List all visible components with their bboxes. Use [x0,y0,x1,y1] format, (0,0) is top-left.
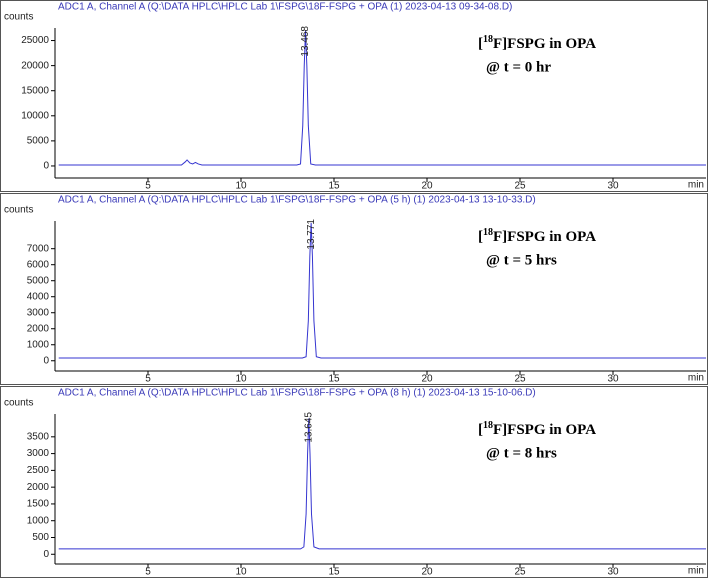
y-tick-label: 2000 [27,482,50,493]
note-main: F]FSPG in OPA [493,229,596,245]
x-tick-label: 20 [421,181,433,192]
x-axis-label: min [688,180,704,191]
y-axis-label: counts [4,12,33,23]
panel-title: ADC1 A, Channel A (Q:\DATA HPLC\HPLC Lab… [58,2,512,13]
y-tick-label: 0 [43,355,49,366]
y-axis-label: counts [4,398,33,409]
panel-frame [0,193,708,385]
x-tick-label: 15 [328,567,340,578]
y-tick-label: 25000 [21,35,49,46]
note-line: [18F]FSPG in OPA [478,420,596,438]
y-tick-label: 3500 [27,431,50,442]
x-tick-label: 15 [328,374,340,385]
y-tick-label: 500 [32,532,49,543]
y-tick-label: 3000 [27,307,50,318]
trace [58,30,706,166]
trace [58,223,706,359]
y-tick-label: 15000 [21,85,49,96]
note-sup: 18 [483,227,493,238]
y-tick-label: 6000 [27,259,50,270]
note-prefix: [ [478,36,483,52]
peak-label: 13.645 [303,412,314,443]
y-tick-label: 2500 [27,465,50,476]
note-prefix: [ [478,229,483,245]
x-tick-label: 20 [421,374,433,385]
x-tick-label: 30 [607,567,619,578]
y-tick-label: 3000 [27,448,50,459]
trace [58,418,706,550]
note-line: [18F]FSPG in OPA [478,227,596,245]
y-tick-label: 4000 [27,291,50,302]
x-axis-label: min [688,373,704,384]
x-tick-label: 20 [421,567,433,578]
y-tick-label: 20000 [21,60,49,71]
y-axis-label: counts [4,205,33,216]
x-tick-label: 30 [607,374,619,385]
x-axis-label: min [688,566,704,577]
x-tick-label: 25 [514,567,526,578]
note-line: @ t = 8 hrs [486,445,557,461]
x-tick-label: 5 [145,567,151,578]
y-tick-label: 1500 [27,499,50,510]
x-tick-label: 25 [514,181,526,192]
x-tick-label: 5 [145,181,151,192]
note-line: @ t = 5 hrs [486,252,557,268]
note-sup: 18 [483,420,493,431]
y-tick-label: 5000 [27,275,50,286]
note-line: @ t = 0 hr [486,59,551,75]
x-tick-label: 30 [607,181,619,192]
x-tick-label: 10 [235,567,247,578]
y-tick-label: 1000 [27,515,50,526]
y-tick-label: 0 [43,161,49,172]
note-main: F]FSPG in OPA [493,422,596,438]
note-main: F]FSPG in OPA [493,36,596,52]
y-tick-label: 0 [43,549,49,560]
peak-label: 13.468 [300,26,311,57]
note-line: [18F]FSPG in OPA [478,34,596,52]
y-tick-label: 1000 [27,339,50,350]
peak-label: 13.771 [306,219,317,250]
panel-title: ADC1 A, Channel A (Q:\DATA HPLC\HPLC Lab… [58,388,536,399]
y-tick-label: 2000 [27,323,50,334]
x-tick-label: 5 [145,374,151,385]
x-tick-label: 10 [235,374,247,385]
panel-title: ADC1 A, Channel A (Q:\DATA HPLC\HPLC Lab… [58,195,536,206]
x-tick-label: 10 [235,181,247,192]
y-tick-label: 5000 [27,136,50,147]
x-tick-label: 25 [514,374,526,385]
x-tick-label: 15 [328,181,340,192]
panel-frame [0,0,708,192]
y-tick-label: 7000 [27,243,50,254]
y-tick-label: 10000 [21,110,49,121]
note-sup: 18 [483,34,493,45]
note-prefix: [ [478,422,483,438]
